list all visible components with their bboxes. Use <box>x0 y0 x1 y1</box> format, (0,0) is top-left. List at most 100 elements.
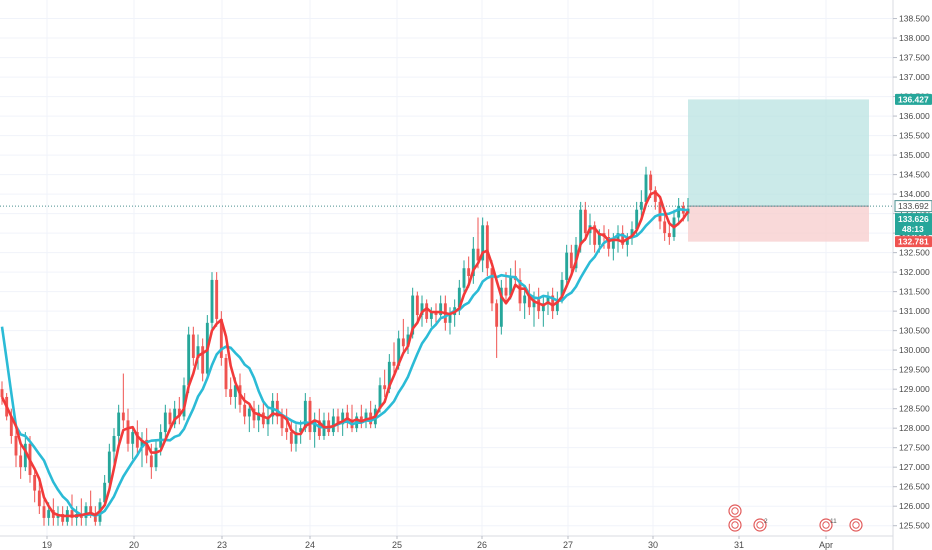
candle <box>182 377 186 421</box>
candle-body <box>219 318 223 358</box>
candle-body <box>70 510 74 518</box>
candle-body <box>499 287 503 327</box>
candle-body <box>331 416 335 433</box>
event-marker[interactable] <box>849 518 863 532</box>
event-icon[interactable] <box>728 504 742 518</box>
candle <box>345 404 349 429</box>
price-tick-label: 131.500 <box>899 287 930 297</box>
candle <box>313 412 317 448</box>
event-marker[interactable]: 11 <box>819 518 837 532</box>
candle-body <box>523 295 527 304</box>
price-tick-label: 128.000 <box>899 423 930 433</box>
candle <box>177 396 181 425</box>
candle-body <box>42 506 46 518</box>
time-tick-label: Apr <box>819 540 833 550</box>
long-position-tool[interactable] <box>688 99 869 242</box>
candle-body <box>163 412 167 433</box>
candle-body <box>149 455 153 468</box>
time-tick-label: 20 <box>129 540 139 550</box>
candle <box>667 221 671 245</box>
candle-body <box>555 299 559 312</box>
candle-body <box>168 412 172 425</box>
candle-body <box>579 209 583 245</box>
event-marker[interactable] <box>728 504 742 532</box>
price-tick-label: 138.500 <box>899 14 930 24</box>
candle-body <box>490 268 494 304</box>
price-tick-label: 128.500 <box>899 404 930 414</box>
loss-zone[interactable] <box>688 206 869 242</box>
candle-body <box>336 416 340 425</box>
current-price-label: 133.692 <box>898 201 929 211</box>
candle-body <box>653 190 657 202</box>
candle-body <box>541 303 545 312</box>
candle-body <box>663 221 667 234</box>
candle <box>37 482 41 514</box>
candle <box>294 424 298 452</box>
economic-events[interactable]: 2 11 <box>728 504 863 532</box>
event-icon[interactable] <box>819 518 833 532</box>
price-tick-label: 137.500 <box>899 53 930 63</box>
candle <box>275 393 279 425</box>
event-icon[interactable] <box>728 518 742 532</box>
candle <box>653 186 657 210</box>
time-tick-label: 27 <box>563 540 573 550</box>
grid <box>0 0 893 536</box>
candle <box>336 408 340 433</box>
ma-slow-line <box>0 208 689 517</box>
candle-body <box>0 389 4 397</box>
candle <box>285 408 289 440</box>
target-price-badge-label: 136.427 <box>898 94 929 104</box>
price-tick-label: 129.000 <box>899 384 930 394</box>
price-axis[interactable]: 125.500 126.000 126.500 127.000 127.500 128.0… <box>892 0 930 550</box>
candle-body <box>364 412 368 421</box>
price-tick-label: 127.000 <box>899 462 930 472</box>
candle-body <box>397 338 401 366</box>
price-tick-label: 136.000 <box>899 111 930 121</box>
candle-body <box>420 303 424 316</box>
candle-body <box>495 303 499 327</box>
candle-body <box>667 233 671 238</box>
profit-zone[interactable] <box>688 99 869 207</box>
candle-body <box>462 268 466 288</box>
candle <box>504 272 508 304</box>
candle <box>369 400 373 429</box>
candle-body <box>467 268 471 277</box>
candle-body <box>401 338 405 347</box>
candle-body <box>210 279 214 323</box>
event-icon[interactable] <box>753 518 767 532</box>
candle-body <box>607 237 611 249</box>
candle-body <box>621 233 625 245</box>
candle-body <box>658 201 662 222</box>
candle-body <box>61 513 65 522</box>
candle-body <box>140 439 144 448</box>
candle-body <box>201 346 205 374</box>
candle <box>392 342 396 374</box>
candle-body <box>23 443 27 468</box>
candle <box>149 443 153 479</box>
time-tick-label: 25 <box>392 540 402 550</box>
candle <box>140 432 144 468</box>
current-price-badge: 133.692 <box>894 200 932 213</box>
candle <box>406 326 410 355</box>
candle-body <box>112 435 116 452</box>
candle <box>327 412 331 436</box>
candle <box>527 283 531 316</box>
candle <box>229 377 233 405</box>
candle-body <box>280 416 284 429</box>
candle-body <box>145 439 149 456</box>
candle <box>117 404 121 444</box>
candle-body <box>471 248 475 277</box>
candle-body <box>476 248 480 261</box>
event-icon[interactable] <box>849 518 863 532</box>
candle-body <box>47 510 51 518</box>
candle <box>107 443 111 491</box>
event-marker[interactable]: 2 <box>753 518 768 532</box>
candle-body <box>261 412 265 425</box>
candle-body <box>275 400 279 417</box>
time-axis[interactable]: 19 20 23 24 25 26 27 30 31 Apr <box>0 535 893 550</box>
candle-body <box>103 482 107 503</box>
candle-body <box>415 295 419 316</box>
candle <box>485 221 489 277</box>
candle-body <box>593 225 597 245</box>
